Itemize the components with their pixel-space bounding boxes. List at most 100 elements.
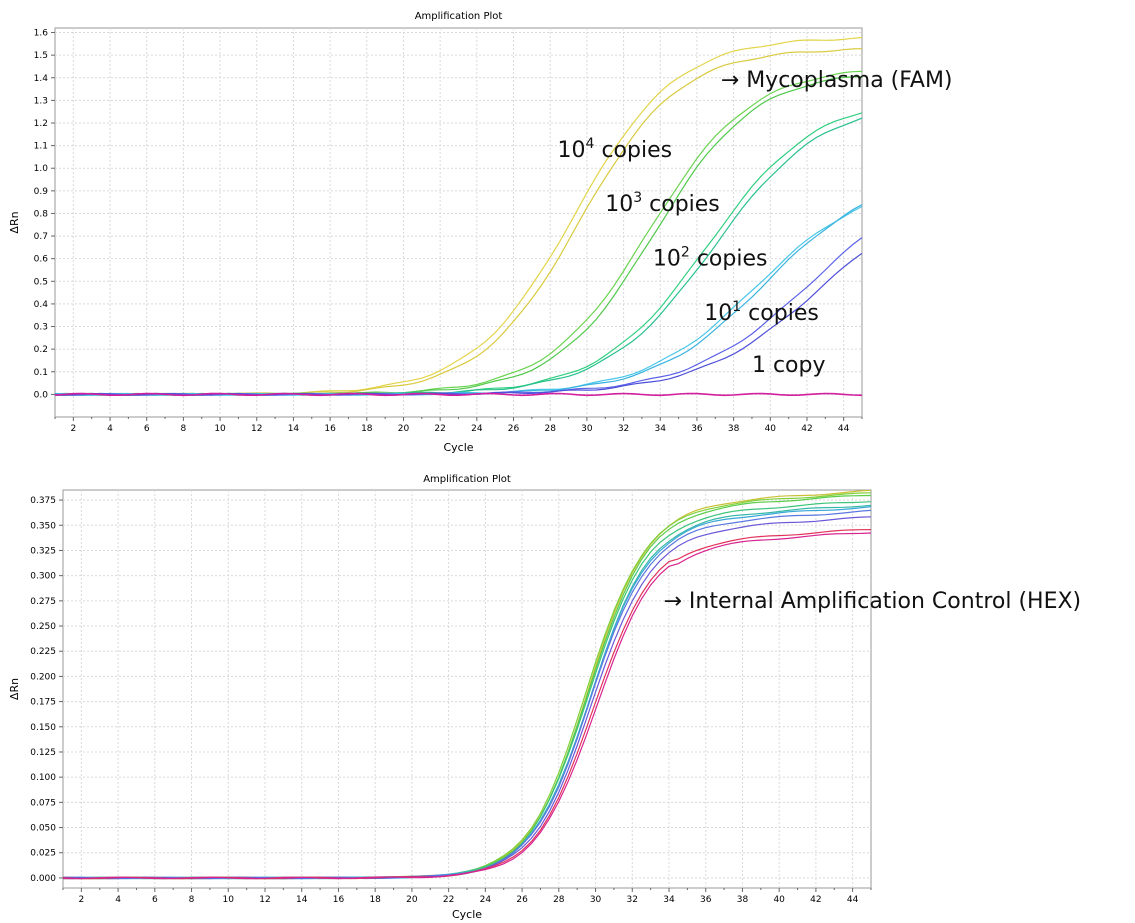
y-tick-label: 1.5 <box>34 51 48 61</box>
annotation: → Internal Amplification Control (HEX) <box>663 589 1081 614</box>
y-tick-label: 0.225 <box>30 647 56 657</box>
x-tick-label: 16 <box>333 895 345 905</box>
chart-2: 2 4 6 8 10 12 14 16 18 20 22 24 26 28 30 32 34 36 38 40 42 44… <box>8 474 1081 921</box>
x-tick-label: 36 <box>700 895 712 905</box>
annotation: 102 copies <box>653 244 768 271</box>
x-tick-label: 14 <box>296 895 308 905</box>
y-tick-label: 0.025 <box>30 849 56 859</box>
series-line <box>55 204 862 396</box>
x-tick-label: 2 <box>70 424 76 434</box>
annotation: 1 copy <box>752 353 826 378</box>
x-tick-label: 18 <box>361 424 373 434</box>
y-tick-label: 0.6 <box>34 255 49 265</box>
series-group <box>63 490 871 880</box>
plot-area <box>54 27 863 418</box>
y-tick-label: 0.300 <box>30 572 56 582</box>
x-tick-label: 24 <box>480 895 492 905</box>
x-tick-label: 28 <box>553 895 565 905</box>
y-tick-label: 0.8 <box>34 209 49 219</box>
annotation: → Mycoplasma (FAM) <box>721 68 953 93</box>
chart-title: Amplification Plot <box>415 11 503 22</box>
x-tick-label: 10 <box>214 424 226 434</box>
y-tick-label: 0.375 <box>30 496 56 506</box>
x-tick-label: 12 <box>259 895 270 905</box>
y-tick-label: 0.250 <box>30 622 56 632</box>
x-axis-label: Cycle <box>452 908 482 921</box>
y-tick-label: 0.200 <box>30 672 56 682</box>
x-tick-label: 36 <box>691 424 703 434</box>
x-tick-label: 34 <box>663 895 675 905</box>
series-group <box>55 36 862 397</box>
x-tick-label: 40 <box>773 895 785 905</box>
y-axis-label: ΔRn <box>8 211 21 233</box>
x-tick-label: 40 <box>765 424 777 434</box>
x-tick-label: 4 <box>115 895 121 905</box>
y-tick-label: 0.125 <box>30 748 56 758</box>
x-tick-label: 16 <box>324 424 336 434</box>
x-tick-label: 2 <box>78 895 84 905</box>
y-tick-label: 0.150 <box>30 723 56 733</box>
x-tick-label: 30 <box>581 424 593 434</box>
x-axis-label: Cycle <box>443 441 473 454</box>
x-tick-label: 6 <box>152 895 158 905</box>
x-tick-label: 18 <box>369 895 381 905</box>
x-tick-label: 44 <box>838 424 850 434</box>
x-tick-label: 6 <box>144 424 150 434</box>
x-tick-label: 12 <box>251 424 262 434</box>
x-tick-label: 14 <box>288 424 300 434</box>
y-tick-label: 0.2 <box>34 345 48 355</box>
y-tick-label: 0.075 <box>30 798 56 808</box>
y-tick-label: 0.1 <box>34 368 48 378</box>
y-tick-label: 0.7 <box>34 232 48 242</box>
y-tick-label: 1.4 <box>34 74 49 84</box>
annotation: 101 copies <box>704 299 819 326</box>
x-tick-label: 20 <box>398 424 410 434</box>
annotation: 104 copies <box>558 136 673 163</box>
y-tick-label: 1.3 <box>34 96 48 106</box>
x-tick-label: 22 <box>434 424 445 434</box>
x-tick-label: 8 <box>189 895 195 905</box>
y-tick-label: 0.050 <box>30 824 56 834</box>
x-tick-label: 26 <box>516 895 528 905</box>
x-tick-label: 28 <box>544 424 556 434</box>
series-line <box>63 532 871 880</box>
x-tick-label: 20 <box>406 895 418 905</box>
y-tick-label: 0.275 <box>30 597 56 607</box>
y-tick-label: 1.2 <box>34 119 48 129</box>
x-tick-label: 10 <box>223 895 235 905</box>
x-tick-label: 30 <box>590 895 602 905</box>
y-tick-label: 0.325 <box>30 546 56 556</box>
chart-1: 2 4 6 8 10 12 14 16 18 20 22 24 26 28 30 32 34 36 38 40 42 44… <box>8 11 953 454</box>
x-tick-label: 32 <box>627 895 638 905</box>
y-tick-label: 0.175 <box>30 698 56 708</box>
x-tick-label: 34 <box>655 424 667 434</box>
x-tick-label: 42 <box>810 895 821 905</box>
x-tick-label: 4 <box>107 424 113 434</box>
x-tick-label: 22 <box>443 895 454 905</box>
x-tick-label: 8 <box>181 424 187 434</box>
x-tick-label: 32 <box>618 424 629 434</box>
annotation: 103 copies <box>605 190 720 217</box>
chart-title: Amplification Plot <box>423 474 511 485</box>
y-tick-label: 0.350 <box>30 521 56 531</box>
x-tick-label: 42 <box>801 424 812 434</box>
y-tick-label: 0.3 <box>34 323 48 333</box>
y-tick-label: 0.5 <box>34 277 48 287</box>
y-tick-label: 1.6 <box>34 29 49 39</box>
plot-area <box>62 489 872 889</box>
series-line <box>55 392 862 397</box>
y-tick-label: 1.0 <box>34 164 49 174</box>
y-tick-label: 0.100 <box>30 773 56 783</box>
x-tick-label: 38 <box>737 895 749 905</box>
x-tick-label: 26 <box>508 424 520 434</box>
y-axis-label: ΔRn <box>8 678 21 700</box>
y-tick-label: 0.0 <box>34 390 49 400</box>
y-tick-label: 1.1 <box>34 142 48 152</box>
y-tick-label: 0.9 <box>34 187 49 197</box>
y-tick-label: 0.4 <box>34 300 49 310</box>
x-tick-label: 24 <box>471 424 483 434</box>
y-tick-label: 0.000 <box>30 874 56 884</box>
x-tick-label: 44 <box>847 895 859 905</box>
x-tick-label: 38 <box>728 424 740 434</box>
